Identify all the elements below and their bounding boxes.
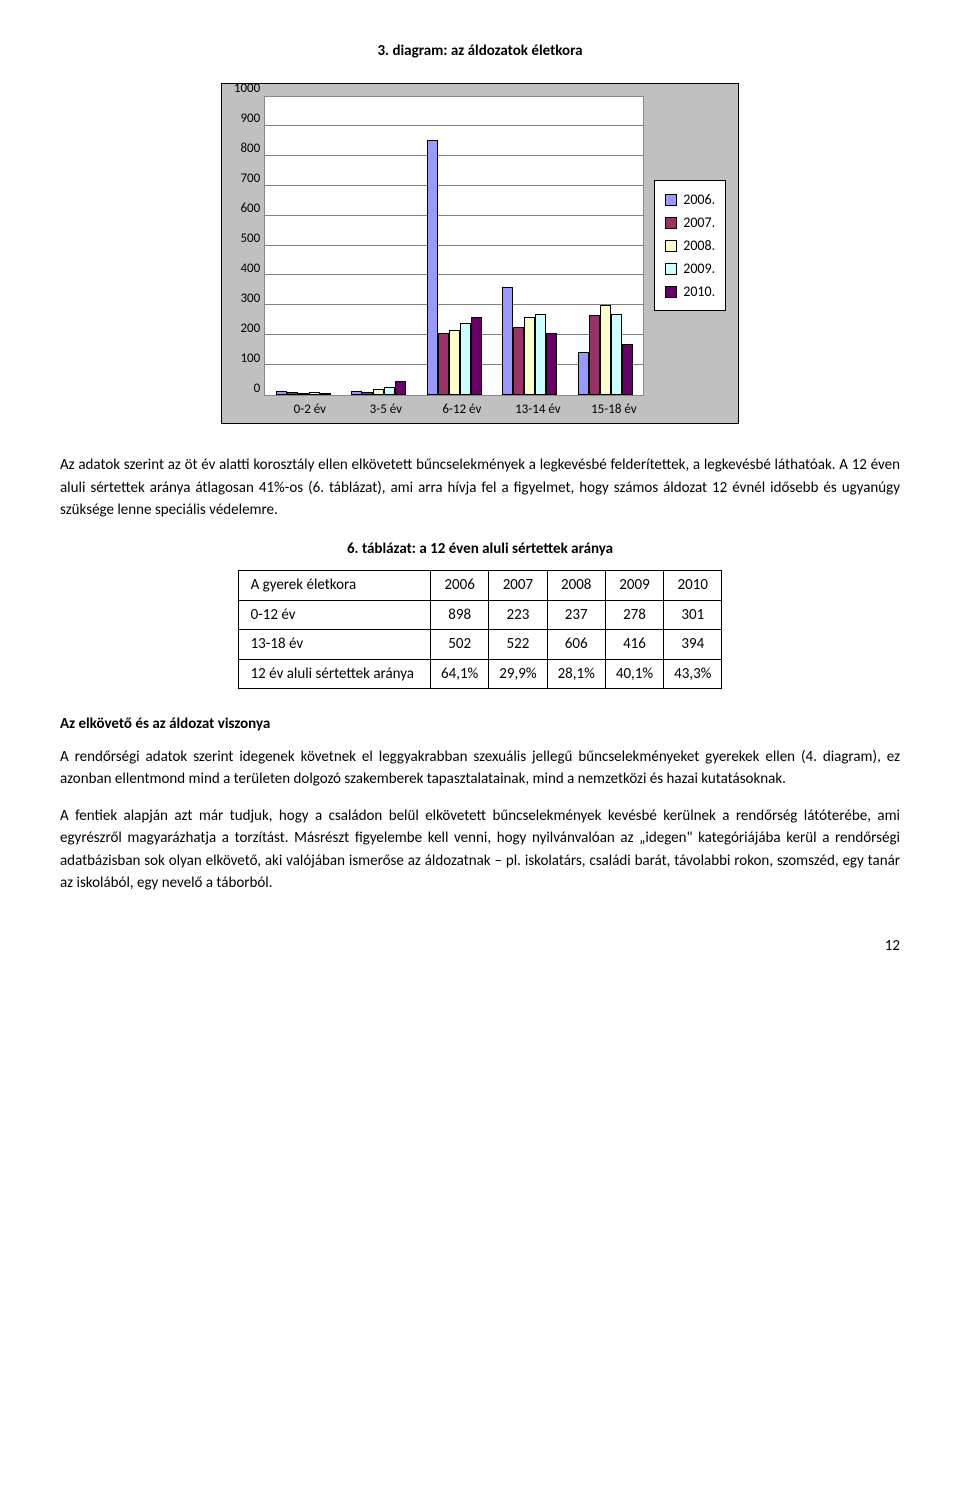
table-header-cell: 2006	[431, 571, 489, 601]
bar	[622, 344, 633, 395]
bar	[535, 314, 546, 394]
bar	[298, 393, 309, 395]
legend-label: 2009.	[683, 258, 715, 279]
table-cell: 237	[547, 600, 605, 630]
paragraph-3: A fentiek alapján azt már tudjuk, hogy a…	[60, 805, 900, 895]
bar-group	[416, 97, 492, 395]
table-cell: 394	[664, 630, 722, 660]
data-table: A gyerek életkora200620072008200920100-1…	[238, 570, 723, 689]
bar-group	[265, 97, 341, 395]
bar	[524, 317, 535, 394]
table-header-cell: 2010	[664, 571, 722, 601]
table-cell: 502	[431, 630, 489, 660]
table-cell: 13-18 év	[238, 630, 430, 660]
x-tick: 15-18 év	[576, 396, 652, 420]
chart-legend: 2006.2007.2008.2009.2010.	[654, 180, 726, 311]
y-axis: 10009008007006005004003002001000	[234, 96, 264, 396]
table-cell: 29,9%	[489, 659, 547, 689]
legend-label: 2007.	[683, 212, 715, 233]
bar	[395, 381, 406, 394]
legend-swatch	[665, 263, 677, 275]
table-cell: 522	[489, 630, 547, 660]
bar	[460, 323, 471, 395]
bar	[427, 140, 438, 395]
bar-group	[568, 97, 644, 395]
bar	[276, 391, 287, 395]
legend-item: 2010.	[665, 281, 715, 302]
legend-swatch	[665, 194, 677, 206]
bar	[578, 352, 589, 394]
table-cell: 28,1%	[547, 659, 605, 689]
bar	[438, 333, 449, 394]
table-title: 6. táblázat: a 12 éven aluli sértettek a…	[60, 538, 900, 561]
table-cell: 278	[605, 600, 663, 630]
bar	[471, 317, 482, 394]
legend-swatch	[665, 240, 677, 252]
bar	[546, 333, 557, 394]
x-tick: 6-12 év	[424, 396, 500, 420]
legend-item: 2006.	[665, 189, 715, 210]
x-tick: 0-2 év	[272, 396, 348, 420]
bar	[351, 391, 362, 395]
legend-label: 2010.	[683, 281, 715, 302]
legend-swatch	[665, 217, 677, 229]
bar	[589, 315, 600, 395]
paragraph-1: Az adatok szerint az öt év alatti korosz…	[60, 454, 900, 522]
page-number: 12	[60, 935, 900, 958]
legend-item: 2008.	[665, 235, 715, 256]
table-cell: 0-12 év	[238, 600, 430, 630]
legend-item: 2009.	[665, 258, 715, 279]
legend-swatch	[665, 286, 677, 298]
table-header-cell: 2009	[605, 571, 663, 601]
table-header-cell: A gyerek életkora	[238, 571, 430, 601]
bar	[309, 392, 320, 394]
legend-item: 2007.	[665, 212, 715, 233]
table-cell: 898	[431, 600, 489, 630]
table-row: 13-18 év502522606416394	[238, 630, 722, 660]
bar	[513, 327, 524, 394]
chart-container: 10009008007006005004003002001000 2006.20…	[60, 83, 900, 425]
legend-label: 2006.	[683, 189, 715, 210]
table-cell: 606	[547, 630, 605, 660]
bar	[287, 392, 298, 394]
x-tick: 3-5 év	[348, 396, 424, 420]
table-cell: 40,1%	[605, 659, 663, 689]
x-tick: 13-14 év	[500, 396, 576, 420]
bar	[502, 287, 513, 394]
table-cell: 301	[664, 600, 722, 630]
bar	[600, 305, 611, 394]
x-axis: 0-2 év3-5 év6-12 év13-14 év15-18 év	[272, 396, 652, 420]
table-cell: 64,1%	[431, 659, 489, 689]
bar	[320, 393, 331, 395]
table-cell: 416	[605, 630, 663, 660]
table-cell: 43,3%	[664, 659, 722, 689]
table-header-cell: 2008	[547, 571, 605, 601]
bar-group	[341, 97, 417, 395]
bar	[384, 387, 395, 394]
bar	[373, 389, 384, 394]
plot-area	[264, 96, 644, 396]
table-cell: 12 év aluli sértettek aránya	[238, 659, 430, 689]
paragraph-2: A rendőrségi adatok szerint idegenek köv…	[60, 746, 900, 791]
bar	[362, 392, 373, 394]
legend-label: 2008.	[683, 235, 715, 256]
section-heading: Az elkövető és az áldozat viszonya	[60, 713, 900, 736]
chart-title: 3. diagram: az áldozatok életkora	[60, 40, 900, 63]
bar	[611, 314, 622, 394]
table-row: 12 év aluli sértettek aránya64,1%29,9%28…	[238, 659, 722, 689]
bar-group	[492, 97, 568, 395]
table-cell: 223	[489, 600, 547, 630]
bar	[449, 330, 460, 394]
table-header-cell: 2007	[489, 571, 547, 601]
table-row: 0-12 év898223237278301	[238, 600, 722, 630]
